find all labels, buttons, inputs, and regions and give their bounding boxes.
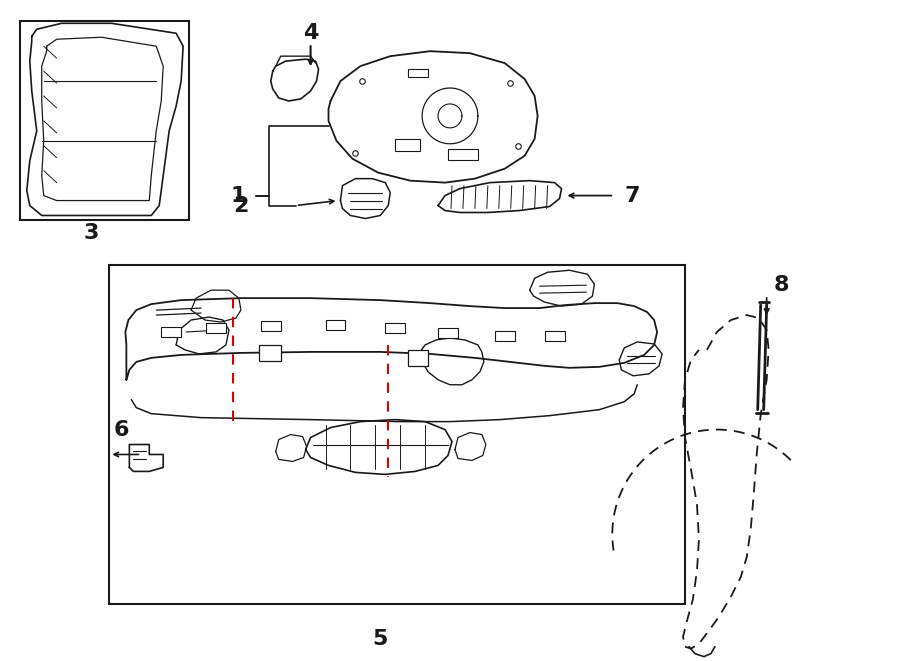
Text: 6: 6 xyxy=(113,420,129,440)
Bar xyxy=(438,328,458,338)
Bar xyxy=(385,323,405,333)
Text: 1: 1 xyxy=(230,186,246,206)
Bar xyxy=(326,320,346,330)
Bar xyxy=(261,321,281,331)
Bar xyxy=(409,69,428,77)
Text: 2: 2 xyxy=(233,196,248,215)
Bar xyxy=(20,21,189,221)
Text: 8: 8 xyxy=(774,275,789,295)
Bar xyxy=(259,345,281,361)
Text: 4: 4 xyxy=(303,23,319,44)
Bar xyxy=(161,327,181,337)
Bar xyxy=(495,331,515,341)
Bar xyxy=(544,331,564,341)
Text: 7: 7 xyxy=(625,186,640,206)
Bar xyxy=(409,350,428,366)
Text: 3: 3 xyxy=(84,223,99,243)
Text: 5: 5 xyxy=(373,629,388,648)
Bar xyxy=(110,265,685,604)
Bar xyxy=(395,139,420,151)
Bar xyxy=(448,149,478,160)
Bar xyxy=(206,323,226,333)
